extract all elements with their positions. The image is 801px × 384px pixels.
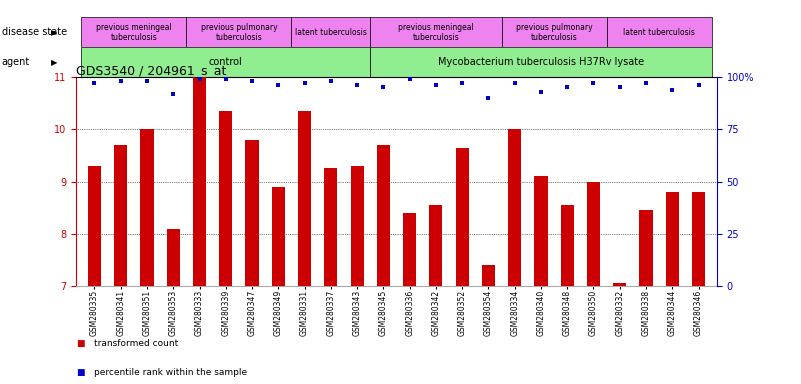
Point <box>456 80 469 86</box>
Text: ■: ■ <box>76 339 85 348</box>
Text: latent tuberculosis: latent tuberculosis <box>295 28 367 37</box>
Bar <box>370 17 501 47</box>
Bar <box>351 166 364 286</box>
Text: previous meningeal
tuberculosis: previous meningeal tuberculosis <box>96 23 171 42</box>
Text: ▶: ▶ <box>51 28 58 37</box>
Point <box>429 82 442 88</box>
Text: disease state: disease state <box>2 27 66 37</box>
Text: GDS3540 / 204961_s_at: GDS3540 / 204961_s_at <box>76 64 227 77</box>
Bar <box>272 187 285 286</box>
Bar <box>561 205 574 286</box>
Text: previous meningeal
tuberculosis: previous meningeal tuberculosis <box>398 23 473 42</box>
Text: ■: ■ <box>76 368 85 377</box>
Point <box>639 80 652 86</box>
Text: previous pulmonary
tuberculosis: previous pulmonary tuberculosis <box>516 23 593 42</box>
Bar <box>187 17 292 47</box>
Text: Mycobacterium tuberculosis H37Rv lysate: Mycobacterium tuberculosis H37Rv lysate <box>438 57 644 67</box>
Point <box>534 89 547 95</box>
Point <box>141 78 154 84</box>
Bar <box>193 77 206 286</box>
Text: latent tuberculosis: latent tuberculosis <box>623 28 695 37</box>
Point <box>324 78 337 84</box>
Point <box>561 84 574 91</box>
Bar <box>403 213 417 286</box>
Bar <box>140 129 154 286</box>
Bar <box>606 17 711 47</box>
Bar <box>639 210 653 286</box>
Bar <box>534 176 548 286</box>
Bar <box>245 140 259 286</box>
Bar <box>298 111 311 286</box>
Point <box>666 86 678 93</box>
Point <box>88 80 101 86</box>
Bar <box>613 283 626 286</box>
Bar <box>456 147 469 286</box>
Point <box>246 78 259 84</box>
Bar <box>82 47 370 77</box>
Bar <box>692 192 705 286</box>
Bar <box>429 205 442 286</box>
Bar <box>482 265 495 286</box>
Bar <box>82 17 187 47</box>
Text: previous pulmonary
tuberculosis: previous pulmonary tuberculosis <box>200 23 277 42</box>
Bar <box>376 145 390 286</box>
Point <box>403 76 416 82</box>
Point <box>692 82 705 88</box>
Bar <box>292 17 370 47</box>
Point <box>272 82 284 88</box>
Bar <box>167 228 180 286</box>
Point <box>167 91 179 97</box>
Bar <box>88 166 101 286</box>
Text: ▶: ▶ <box>51 58 58 66</box>
Bar <box>370 47 711 77</box>
Bar <box>219 111 232 286</box>
Point <box>377 84 390 91</box>
Text: agent: agent <box>2 57 30 67</box>
Text: percentile rank within the sample: percentile rank within the sample <box>94 368 247 377</box>
Point <box>614 84 626 91</box>
Text: transformed count: transformed count <box>94 339 178 348</box>
Point <box>509 80 521 86</box>
Text: control: control <box>209 57 243 67</box>
Point <box>482 95 495 101</box>
Point <box>298 80 311 86</box>
Bar <box>501 17 606 47</box>
Bar <box>115 145 127 286</box>
Point <box>219 76 232 82</box>
Bar <box>587 182 600 286</box>
Bar <box>666 192 678 286</box>
Bar <box>324 169 337 286</box>
Point <box>115 78 127 84</box>
Bar <box>508 129 521 286</box>
Point <box>587 80 600 86</box>
Point <box>351 82 364 88</box>
Point <box>193 76 206 82</box>
